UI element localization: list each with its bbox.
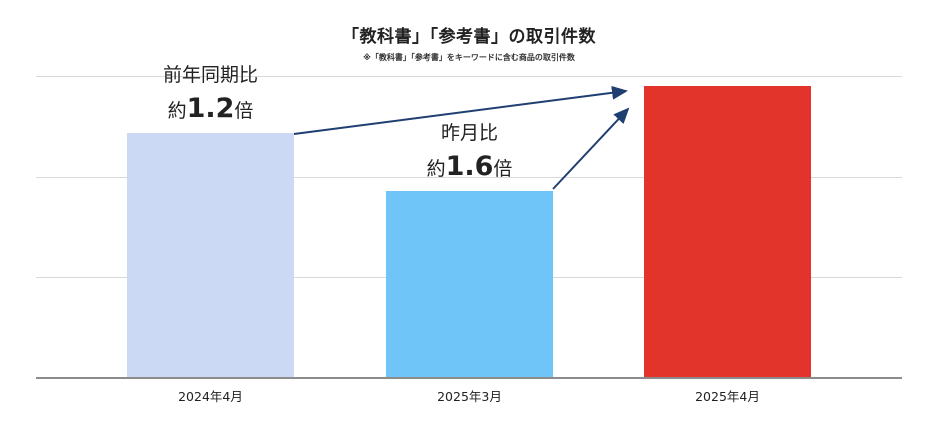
annotation-value: 約1.6倍 bbox=[426, 151, 513, 182]
x-tick-label: 2025年3月 bbox=[437, 389, 502, 404]
annotation-value: 約1.2倍 bbox=[167, 93, 254, 124]
gridline bbox=[36, 177, 902, 178]
annotation-label: 昨月比 bbox=[440, 122, 498, 144]
annotation-label: 前年同期比 bbox=[162, 64, 258, 86]
bar-2025年4月 bbox=[644, 86, 811, 378]
x-axis-line bbox=[36, 377, 902, 379]
x-tick-label: 2024年4月 bbox=[178, 389, 243, 404]
annotation-mom: 昨月比 約1.6倍 bbox=[386, 120, 553, 184]
x-tick-label: 2025年4月 bbox=[695, 389, 760, 404]
arrow-yoy-icon bbox=[293, 85, 628, 135]
arrow-mom-icon bbox=[552, 107, 630, 190]
bar-2025年3月 bbox=[386, 191, 553, 378]
gridline bbox=[36, 76, 902, 77]
annotation-yoy: 前年同期比 約1.2倍 bbox=[127, 62, 294, 126]
bar-2024年4月 bbox=[127, 133, 294, 378]
chart-subtitle: ※「教科書」「参考書」をキーワードに含む商品の取引件数 bbox=[363, 53, 575, 62]
chart-title: 「教科書」「参考書」の取引件数 bbox=[342, 27, 596, 47]
